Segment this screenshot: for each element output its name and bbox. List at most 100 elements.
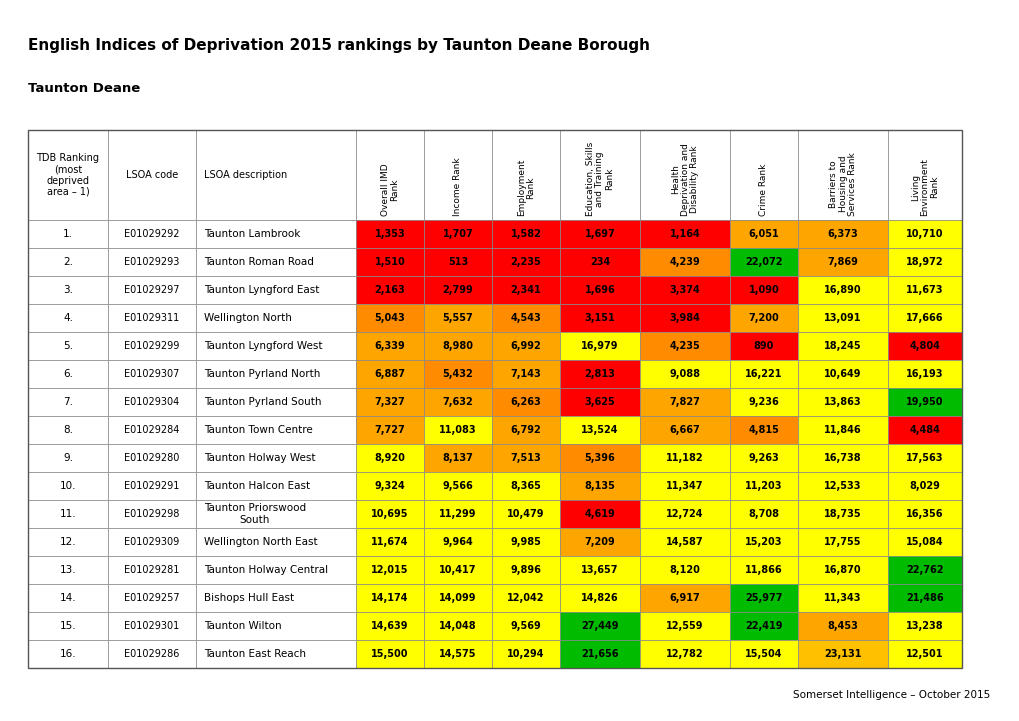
Bar [108,640,196,668]
Bar [108,248,196,276]
Bar [491,584,559,612]
Bar [28,130,961,668]
Bar [559,332,639,360]
Text: 5.: 5. [63,341,73,351]
Text: 16,221: 16,221 [745,369,782,379]
Text: 15,084: 15,084 [905,537,943,547]
Text: 10,695: 10,695 [371,509,409,519]
Text: 7,143: 7,143 [511,369,541,379]
Bar [28,388,108,416]
Text: 12,533: 12,533 [823,481,861,491]
Text: 9,985: 9,985 [511,537,541,547]
Text: 3,151: 3,151 [584,313,614,323]
Text: Somerset Intelligence – October 2015: Somerset Intelligence – October 2015 [792,690,989,700]
Text: 11,846: 11,846 [823,425,861,435]
Text: 8,980: 8,980 [442,341,473,351]
Bar [888,388,961,416]
Bar [108,304,196,332]
Bar [639,584,730,612]
Text: 22,072: 22,072 [745,257,782,267]
Text: 22,419: 22,419 [745,621,782,631]
Bar [797,584,888,612]
Bar [797,248,888,276]
Text: Taunton Wilton: Taunton Wilton [204,621,281,631]
Text: Taunton Lyngford West: Taunton Lyngford West [204,341,322,351]
Text: 14,048: 14,048 [439,621,476,631]
Bar [196,584,356,612]
Bar [28,640,108,668]
Text: 21,486: 21,486 [905,593,943,603]
Text: 8,137: 8,137 [442,453,473,463]
Text: 15,504: 15,504 [745,649,782,659]
Text: 17,755: 17,755 [823,537,861,547]
Bar [639,528,730,556]
Bar [888,416,961,444]
Bar [730,472,797,500]
Text: 8.: 8. [63,425,73,435]
Text: 3,625: 3,625 [584,397,614,407]
Text: 11,182: 11,182 [665,453,703,463]
Text: 8,029: 8,029 [909,481,940,491]
Text: Income Rank: Income Rank [453,157,462,216]
Text: 7,869: 7,869 [826,257,858,267]
Bar [424,584,491,612]
Text: Taunton Lambrook: Taunton Lambrook [204,229,300,239]
Text: 9,566: 9,566 [442,481,473,491]
Bar [28,332,108,360]
Bar [424,612,491,640]
Bar [28,500,108,528]
Text: Taunton Town Centre: Taunton Town Centre [204,425,313,435]
Bar [196,556,356,584]
Bar [356,556,424,584]
Bar [639,360,730,388]
Text: 1,090: 1,090 [748,285,779,295]
Text: Taunton Deane: Taunton Deane [28,82,141,95]
Text: 13,657: 13,657 [581,565,619,575]
Text: 1,696: 1,696 [584,285,614,295]
Bar [639,556,730,584]
Text: 5,396: 5,396 [584,453,614,463]
Bar [559,304,639,332]
Text: 16,738: 16,738 [823,453,861,463]
Bar [108,500,196,528]
Text: 7,727: 7,727 [374,425,405,435]
Bar [424,388,491,416]
Text: 13,524: 13,524 [581,425,619,435]
Bar [639,220,730,248]
Text: Taunton Pyrland North: Taunton Pyrland North [204,369,320,379]
Bar [28,276,108,304]
Bar [491,444,559,472]
Text: 12,782: 12,782 [665,649,703,659]
Bar [108,220,196,248]
Text: Overall IMD
Rank: Overall IMD Rank [380,164,399,216]
Bar [730,220,797,248]
Text: 7,513: 7,513 [511,453,541,463]
Text: 12.: 12. [60,537,76,547]
Text: 7,327: 7,327 [374,397,405,407]
Bar [797,332,888,360]
Bar [196,304,356,332]
Bar [356,444,424,472]
Bar [559,388,639,416]
Text: 4,484: 4,484 [909,425,940,435]
Bar [424,472,491,500]
Text: 16,870: 16,870 [823,565,861,575]
Bar [559,220,639,248]
Text: 6,051: 6,051 [748,229,779,239]
Bar [28,248,108,276]
Text: 13.: 13. [60,565,76,575]
Text: 16,193: 16,193 [905,369,943,379]
Bar [559,248,639,276]
Text: 14,174: 14,174 [371,593,409,603]
Text: E01029307: E01029307 [124,369,179,379]
Text: 14,575: 14,575 [439,649,476,659]
Bar [559,556,639,584]
Text: 14,826: 14,826 [581,593,619,603]
Bar [196,528,356,556]
Bar [730,528,797,556]
Bar [108,360,196,388]
Bar [639,472,730,500]
Text: 25,977: 25,977 [745,593,782,603]
Text: 2,163: 2,163 [374,285,405,295]
Text: 18,245: 18,245 [823,341,861,351]
